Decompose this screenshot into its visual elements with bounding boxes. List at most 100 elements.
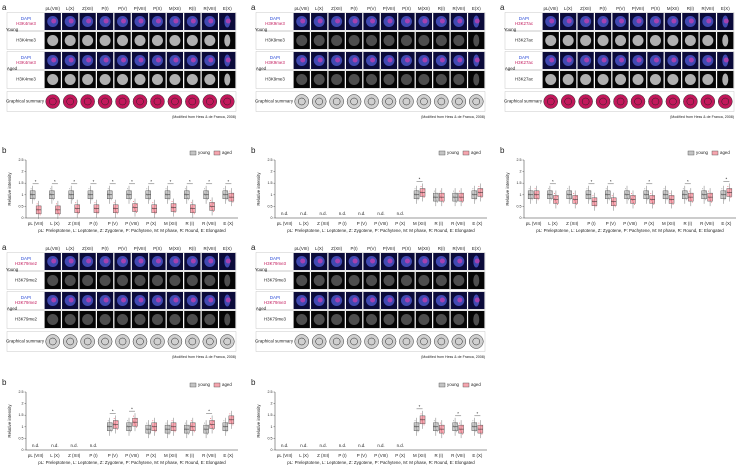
summary-nucleus [188, 337, 197, 346]
point [530, 197, 532, 199]
stage-header: P(X) [153, 6, 162, 11]
signal [335, 258, 341, 264]
marker-label: H3K9me3 [265, 60, 285, 65]
signal [387, 18, 393, 24]
point [632, 199, 633, 201]
box-chart: b Relative intensity 0 0.5 1 1.5 2 2.5 pL (VIII)… [2, 146, 238, 233]
signal [439, 57, 445, 63]
legend-label: young [198, 150, 211, 155]
point [439, 422, 441, 424]
image-panel: a pL(VIII) L(X) Z(XII) P(I) P(V) P(VIII) P(X) M(… [251, 243, 486, 359]
y-tick-label: 2 [22, 402, 24, 406]
y-tick-label: 2 [271, 402, 273, 406]
point [644, 193, 646, 195]
point [568, 195, 570, 197]
dapi-label: DAPI [519, 16, 529, 21]
summary-cell [381, 94, 397, 109]
point [38, 212, 40, 214]
nucleus [562, 74, 574, 85]
summary-nucleus [385, 97, 393, 106]
point [614, 206, 616, 208]
point [414, 420, 416, 422]
point [191, 209, 193, 211]
summary-cell [45, 334, 60, 349]
point [651, 199, 653, 201]
summary-nucleus [546, 97, 555, 106]
point [589, 199, 591, 201]
marker-label: H3K79me3 [264, 261, 287, 266]
point [567, 193, 569, 195]
x-tick-label: P (X) [146, 221, 156, 226]
group-label: Young [6, 267, 19, 272]
nucleus [186, 35, 198, 46]
row-frame [6, 291, 237, 310]
summary-cell [613, 94, 628, 109]
point [204, 188, 206, 190]
summary-nucleus [153, 97, 162, 106]
point [478, 427, 480, 429]
panel-letter: b [251, 146, 256, 155]
point [39, 214, 41, 216]
stage-header: P(X) [651, 6, 660, 11]
x-tick-label: E (X) [721, 221, 732, 226]
x-tick-label: L (X) [548, 221, 558, 226]
point [94, 202, 96, 204]
point [454, 197, 456, 199]
point [173, 210, 175, 212]
point [453, 425, 455, 427]
dapi-label: DAPI [21, 295, 31, 300]
point [226, 423, 228, 425]
point [664, 195, 666, 197]
box-chart: b Relative intensity 0 0.5 1 1.5 2 2.5 pL (VIII)… [500, 146, 736, 233]
point [223, 425, 225, 427]
signal [474, 258, 480, 264]
nucleus [545, 74, 557, 85]
point [134, 208, 135, 210]
y-axis-label: Relative intensity [7, 172, 12, 206]
signal [51, 297, 57, 303]
nucleus [224, 34, 231, 47]
dapi-label: DAPI [270, 16, 280, 21]
legend-label: aged [471, 382, 481, 387]
nucleus [435, 275, 447, 286]
nucleus [597, 35, 609, 46]
legend-swatch [438, 382, 446, 388]
point [206, 197, 208, 199]
summary-nucleus [634, 97, 642, 106]
summary-cell [451, 334, 467, 349]
summary-nucleus [206, 337, 214, 346]
point [212, 208, 214, 210]
point [88, 188, 90, 190]
point [421, 192, 423, 194]
point [644, 188, 646, 190]
summary-cell [665, 94, 681, 109]
point [420, 185, 422, 187]
stage-header: P(I) [102, 6, 110, 11]
summary-nucleus [402, 97, 411, 106]
panel-letter: b [2, 146, 7, 155]
summary-cell [543, 94, 558, 109]
point [190, 207, 192, 209]
point [434, 197, 436, 199]
point [721, 188, 723, 190]
sig-label: * [73, 179, 75, 184]
point [650, 192, 652, 194]
signal [103, 57, 109, 63]
point [230, 197, 232, 199]
signal [335, 18, 341, 24]
nucleus [702, 35, 714, 46]
point [528, 193, 530, 195]
point [672, 195, 674, 197]
nd-label: n.d. [300, 443, 307, 448]
signal [138, 18, 144, 24]
legend-swatch [213, 150, 221, 156]
nucleus [169, 275, 181, 286]
box-chart: b Relative intensity 0 0.5 1 1.5 2 2.5 pL (VIII)… [2, 378, 238, 465]
x-tick-label: L (X) [299, 453, 309, 458]
x-tick-label: P (VIII) [125, 453, 139, 458]
point [193, 431, 195, 433]
nucleus [313, 35, 325, 46]
nucleus [204, 314, 216, 325]
signal [155, 18, 161, 24]
point [146, 422, 148, 424]
